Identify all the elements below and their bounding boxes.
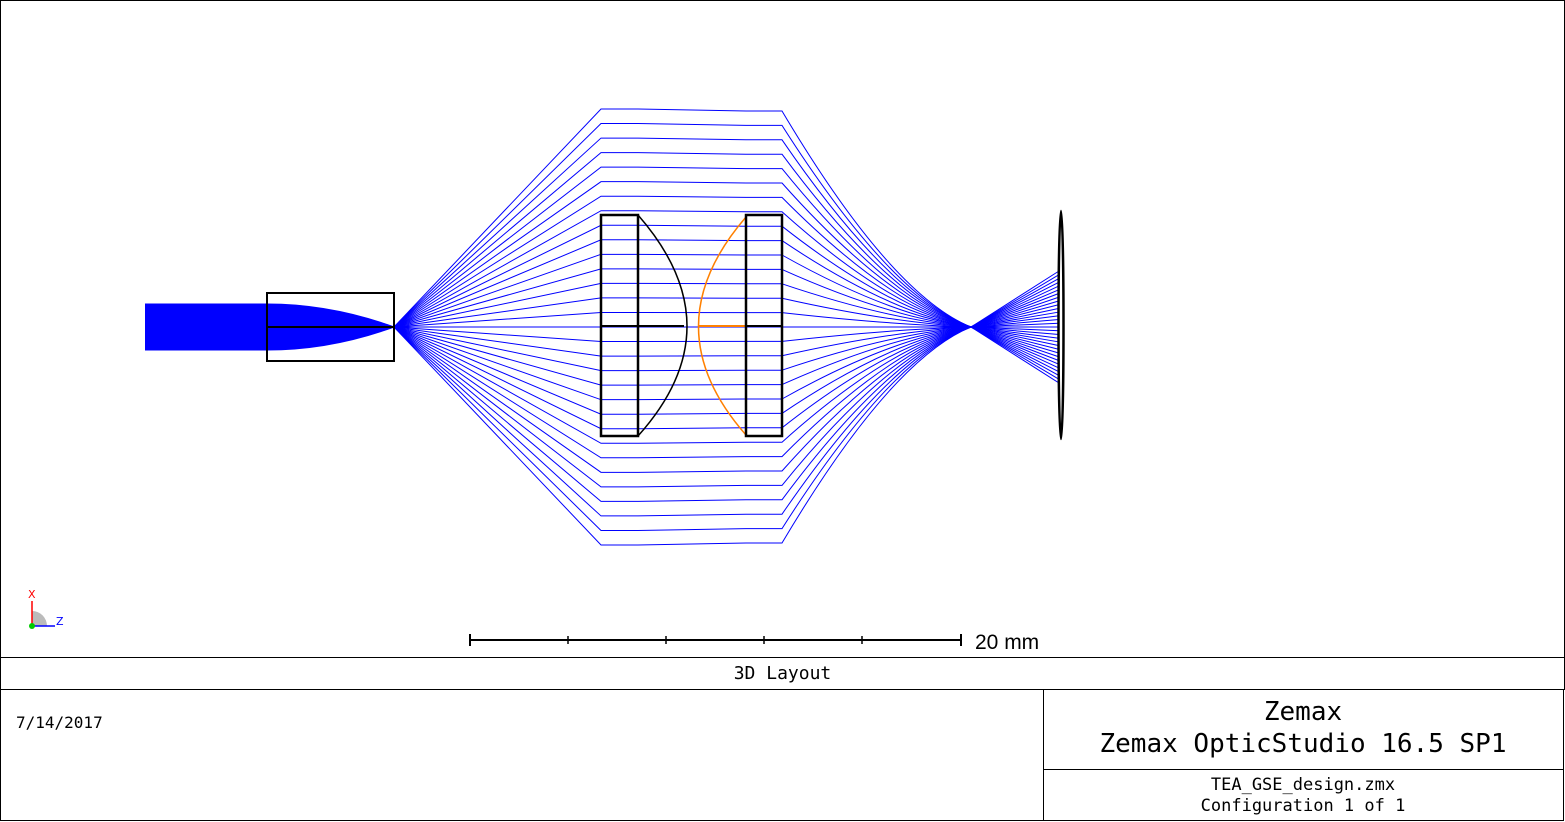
axis-z-label: Z xyxy=(56,615,64,628)
company-name: Zemax xyxy=(1263,697,1343,727)
optical-layout-diagram: 20 mm X Z xyxy=(28,108,1065,654)
layout-plot-area: 20 mm X Z xyxy=(0,0,1565,657)
lens-1-surface xyxy=(637,214,688,437)
info-panel-company: Zemax Zemax OpticStudio 16.5 SP1 xyxy=(1043,689,1564,770)
product-name: Zemax OpticStudio 16.5 SP1 xyxy=(1099,729,1507,759)
file-name: TEA_GSE_design.zmx xyxy=(1210,775,1396,795)
info-panel-left: 7/14/2017 xyxy=(0,689,1044,821)
axis-x-label: X xyxy=(28,588,36,601)
scale-bar: 20 mm xyxy=(469,631,1039,654)
axis-triad-icon: X Z xyxy=(28,588,64,629)
optical-elements xyxy=(266,209,1065,441)
date-label: 7/14/2017 xyxy=(16,713,103,732)
scale-bar-label: 20 mm xyxy=(975,631,1039,654)
info-panel-file: TEA_GSE_design.zmx Configuration 1 of 1 xyxy=(1043,770,1564,821)
detector xyxy=(1057,209,1065,441)
plot-title: 3D Layout xyxy=(0,657,1565,690)
configuration-label: Configuration 1 of 1 xyxy=(1200,796,1406,816)
input-beam xyxy=(145,304,267,350)
